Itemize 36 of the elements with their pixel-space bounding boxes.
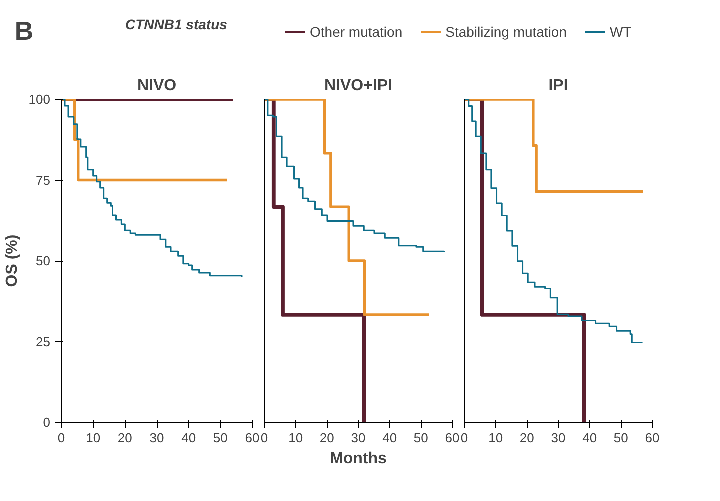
x-tick-label: 20 [520, 430, 534, 446]
y-tick-label: 75 [36, 172, 51, 188]
x-tick-label: 60 [245, 430, 260, 446]
chart-title: IPI [548, 78, 568, 94]
y-tick-label: 0 [43, 415, 51, 430]
legend-label: WT [610, 24, 632, 40]
y-tick-label: 50 [36, 254, 51, 268]
chart-title: NIVO [137, 78, 177, 94]
y-axis-title: OS (%) [4, 234, 21, 288]
x-tick-label: 50 [614, 430, 628, 446]
x-tick-label: 10 [288, 430, 304, 446]
x-tick-label: 20 [118, 430, 132, 446]
x-tick-label: 30 [150, 430, 164, 446]
chart-title: NIVO+IPI [324, 78, 393, 94]
legend-label: Stabilizing mutation [446, 24, 568, 40]
x-tick-label: 0 [58, 430, 66, 446]
x-tick-label: 0 [260, 430, 268, 446]
x-tick-label: 30 [351, 430, 366, 446]
x-tick-label: 40 [582, 430, 598, 446]
y-tick-label: 100 [28, 92, 51, 107]
x-tick-label: 20 [320, 430, 334, 446]
x-tick-label: 40 [382, 430, 398, 446]
x-tick-label: 10 [488, 430, 504, 446]
x-tick-label: 60 [645, 430, 660, 446]
legend-title: CTNNB1 status [126, 16, 228, 32]
legend-label: Other mutation [310, 24, 403, 40]
x-tick-label: 50 [213, 430, 228, 446]
x-axis-title: Months [330, 450, 388, 468]
text: B [14, 16, 34, 46]
x-tick-label: 50 [414, 430, 428, 446]
x-tick-label: 0 [460, 430, 468, 446]
x-tick-label: 10 [86, 430, 101, 446]
x-tick-label: 40 [182, 430, 196, 446]
x-tick-label: 30 [551, 430, 566, 446]
x-tick-label: 60 [445, 430, 460, 446]
y-tick-label: 25 [36, 334, 51, 350]
